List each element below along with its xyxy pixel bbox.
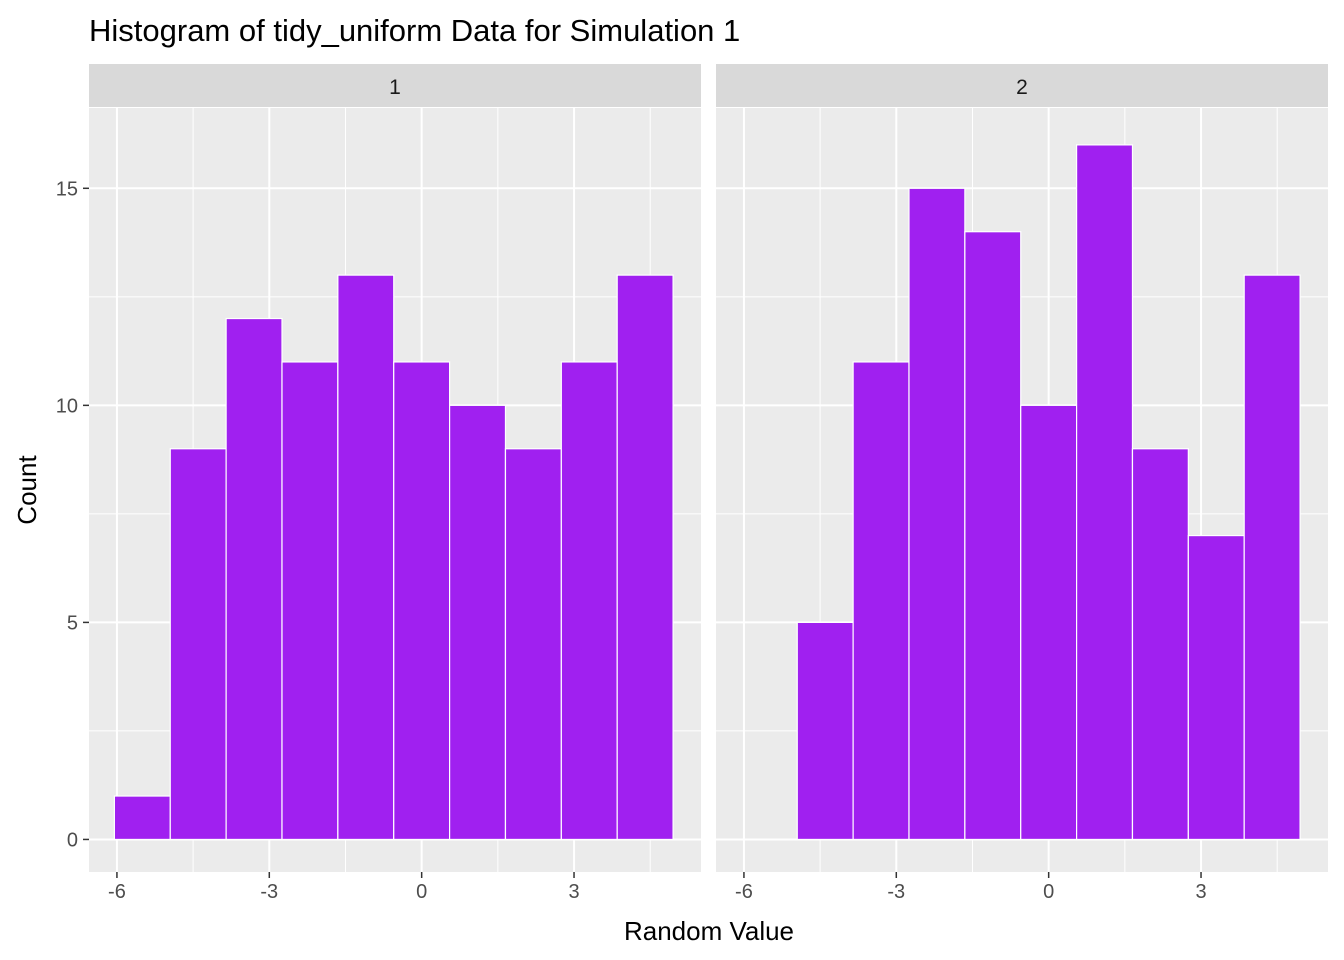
x-tick-label: -3 [260, 881, 278, 903]
facet-strip [89, 64, 701, 107]
x-tick-label: 0 [416, 881, 427, 903]
x-tick-label: 3 [568, 881, 579, 903]
y-tick-label: 15 [56, 178, 78, 200]
x-tick-label: 3 [1195, 881, 1206, 903]
histogram-bar [393, 361, 451, 841]
histogram-bar [448, 404, 507, 841]
y-tick-label: 5 [67, 612, 78, 634]
histogram-bar [908, 187, 966, 841]
histogram-bar [225, 317, 283, 841]
y-tick-label: 0 [67, 829, 78, 851]
x-tick-label: -6 [735, 881, 753, 903]
histogram-bar [852, 361, 910, 841]
histogram-bar [337, 274, 395, 841]
histogram-bar [616, 274, 674, 841]
histogram-bar [964, 231, 1022, 841]
histogram-bar [169, 448, 227, 841]
facet-panel-1: 1 -6 -3 0 3 0 5 10 15 [56, 64, 701, 903]
histogram-bar [1131, 448, 1189, 841]
y-tick-label: 10 [56, 395, 78, 417]
x-tick-label: 0 [1043, 881, 1054, 903]
histogram-bar [1187, 534, 1245, 841]
facet-strip-label: 2 [1016, 76, 1028, 99]
y-axis-title: Count [12, 455, 42, 525]
x-tick-label: -3 [887, 881, 905, 903]
histogram-bar [281, 361, 339, 841]
histogram-bar [113, 795, 171, 841]
facet-panel-2: 2 -6 -3 0 3 [716, 64, 1328, 903]
histogram-bar [796, 621, 854, 841]
chart-title: Histogram of tidy_uniform Data for Simul… [89, 13, 740, 48]
x-axis-title: Random Value [624, 916, 794, 946]
histogram-bar [1020, 404, 1078, 841]
histogram-bar [1075, 144, 1134, 841]
histogram-bar [560, 361, 618, 841]
facet-strip [716, 64, 1328, 107]
histogram-bar [1243, 274, 1301, 841]
x-tick-label: -6 [108, 881, 126, 903]
histogram-bar [504, 448, 562, 841]
facet-panels: 1 -6 -3 0 3 0 5 10 15 2 -6 -3 0 3 [56, 64, 1328, 903]
facet-strip-label: 1 [389, 76, 401, 99]
